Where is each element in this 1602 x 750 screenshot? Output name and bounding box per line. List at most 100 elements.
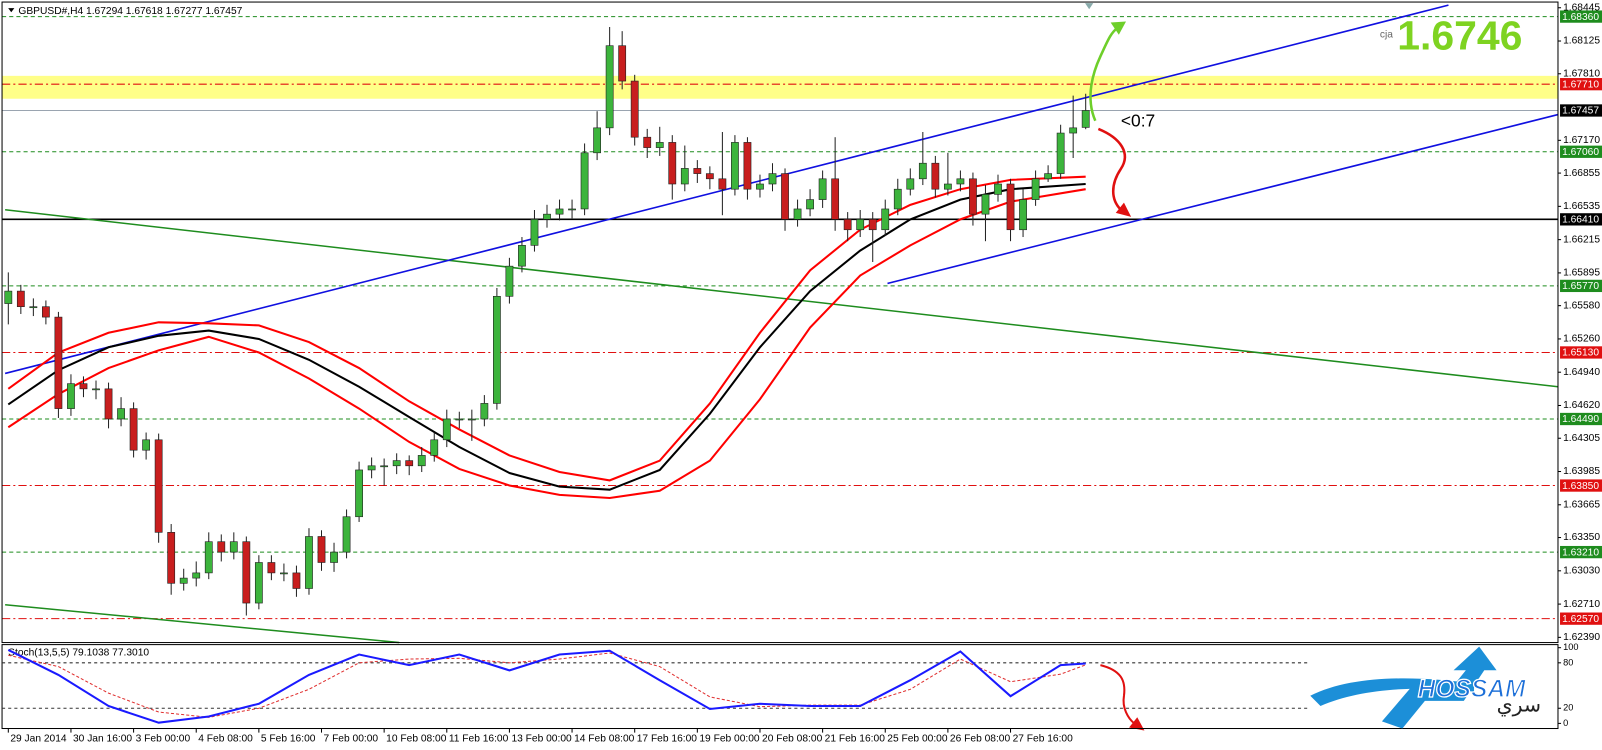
y-tick-label: 1.67810 [1563,68,1600,79]
candle-body [192,572,201,579]
level-label: 1.65130 [1562,348,1599,359]
level-box [1560,612,1602,625]
y-tick-label: 1.63030 [1563,566,1600,577]
arrow-up [1089,26,1119,122]
candle-body [718,178,727,190]
x-tick-label: 26 Feb 08:00 [950,733,1011,744]
level-box [1560,545,1602,559]
title-triangle [8,8,15,13]
chart-title: GBPUSD#,H4 1.67294 1.67618 1.67277 1.674… [18,6,242,17]
candle-body [956,178,965,185]
stoch-signal [8,652,1086,718]
x-tick-label: 14 Feb 08:00 [574,733,635,744]
candle-body [618,45,627,82]
candle-body [530,219,539,246]
y-tick-label: 1.66535 [1563,201,1600,212]
candle-body [67,383,75,409]
candle-body [204,541,213,574]
candle-body [455,418,464,421]
candle-body [430,439,439,456]
candle-body [355,469,363,518]
candle-body [906,178,915,190]
candle-body [994,183,1002,195]
candle-body [868,219,877,231]
candle-body [555,208,564,215]
candle-body [943,183,952,190]
y-tick-label: 1.64620 [1563,400,1600,411]
x-tick-label: 29 Jan 2014 [10,733,67,744]
candle-body [743,142,752,190]
level-label: 1.64490 [1562,414,1599,425]
stoch-main [7,649,1086,724]
candle-body [768,173,777,185]
marks [4,26,1090,616]
candle-body [305,536,313,589]
y-tick-label: 1.62390 [1563,632,1600,643]
under-layer [2,16,1558,620]
level-box [1560,213,1602,226]
level-box [1560,479,1602,492]
candle-body [580,152,589,210]
trend-line [5,208,1559,388]
x-tick-label: 4 Feb 08:00 [198,733,253,744]
candle-body [756,183,764,190]
arrow-down [1100,664,1135,725]
candle-body [79,383,88,390]
candle-body [969,178,977,215]
candle-body [818,178,827,200]
y-tick-label: 1.66215 [1563,234,1600,245]
candle-body [705,173,714,180]
zone [2,75,1558,99]
arrow-head [1110,21,1127,35]
level-label: 1.67710 [1562,79,1599,90]
y-tick-label: 1.64940 [1563,367,1600,378]
candle-body [129,408,138,451]
candle-body [117,408,125,420]
level-label: 1.67457 [1562,106,1599,117]
price-annotation: 1.6746 [1397,13,1522,59]
candle-body [693,168,702,174]
candle-body [843,219,852,231]
candle-body [242,541,251,604]
candle-body [267,562,276,574]
stoch-tick-label: 80 [1563,657,1573,667]
candle-body [467,418,476,421]
y-tick-label: 1.65580 [1563,300,1600,311]
candle-body [893,188,902,210]
candle-body [1019,199,1027,231]
y-tick-label: 1.64305 [1563,433,1600,444]
candle-body [1044,173,1052,180]
candle-body [167,532,176,584]
x-tick-label: 27 Feb 16:00 [1013,733,1074,744]
logo-arabic: سري [1497,693,1541,716]
x-tick-label: 13 Feb 00:00 [511,733,572,744]
level-label: 1.67060 [1562,147,1599,158]
level-box [1560,104,1602,117]
candle-body [367,465,376,471]
candle-body [42,306,50,318]
candle-body [442,418,451,441]
candle-body [330,551,338,563]
candle-body [518,245,526,267]
stoch-frame [1,644,1559,730]
y-tick-label: 1.63665 [1563,499,1600,510]
y-tick-label: 1.65895 [1563,268,1600,279]
level-box [1560,412,1602,426]
logo: HOSSAM سري [1310,646,1541,729]
channel-line [4,4,1449,375]
channel-line [887,113,1559,285]
candle-body [217,541,226,553]
candle-body [54,316,63,409]
candle-body [931,162,940,190]
indicator-line [7,188,1086,500]
logo-arrow [1381,646,1497,729]
stoch-tick-label: 100 [1563,642,1578,652]
level-label: 1.63210 [1562,547,1599,558]
level-label: 1.65770 [1562,281,1599,292]
candle-body [918,162,927,180]
candle-body [280,572,288,575]
candle-body [1006,183,1015,231]
stoch-title: Stoch(13,5,5) 79.1038 77.3010 [8,648,149,659]
marker [1085,3,1094,10]
candle-body [806,199,814,210]
